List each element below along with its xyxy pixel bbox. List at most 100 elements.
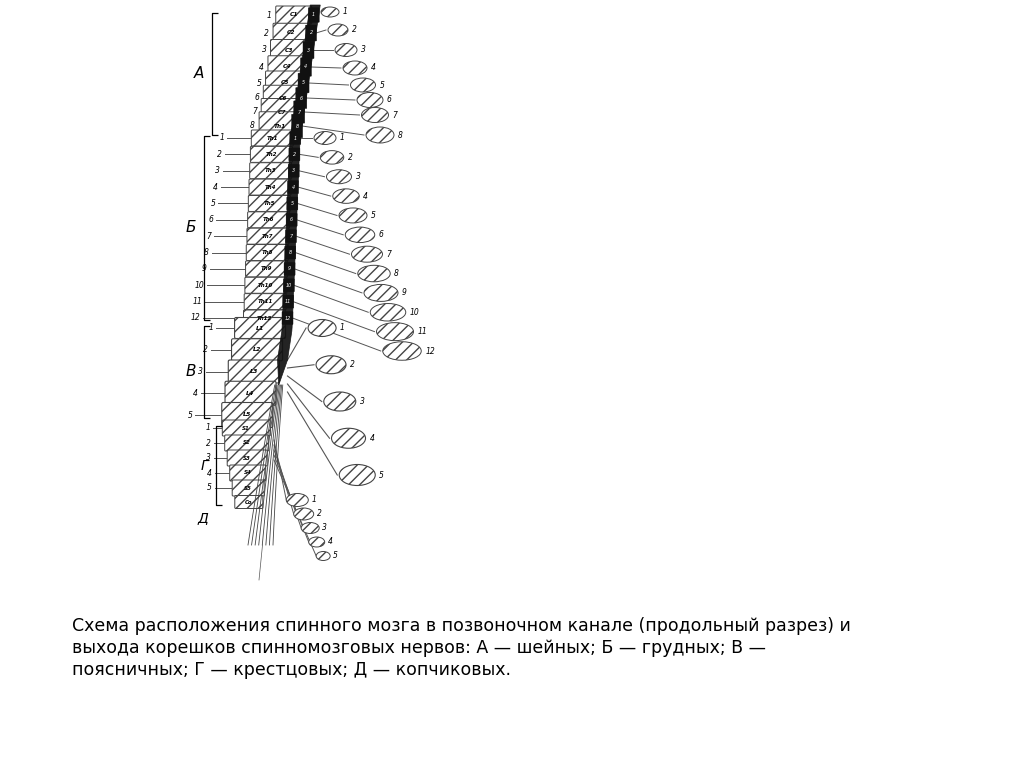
Text: C3: C3 bbox=[285, 48, 294, 52]
Text: 4: 4 bbox=[304, 64, 307, 70]
Ellipse shape bbox=[324, 392, 355, 411]
Text: 3: 3 bbox=[307, 48, 310, 52]
Text: 9: 9 bbox=[288, 266, 291, 272]
Text: Б: Б bbox=[185, 220, 196, 235]
Text: C5: C5 bbox=[281, 81, 290, 85]
Text: Th3: Th3 bbox=[265, 168, 276, 173]
Text: L5: L5 bbox=[243, 413, 252, 417]
FancyBboxPatch shape bbox=[296, 87, 307, 108]
Text: 2: 2 bbox=[348, 153, 352, 162]
Text: Co: Co bbox=[245, 499, 253, 505]
Text: 3: 3 bbox=[323, 524, 327, 532]
Text: Th12: Th12 bbox=[257, 315, 272, 321]
FancyBboxPatch shape bbox=[244, 310, 286, 326]
Text: S2: S2 bbox=[243, 440, 251, 446]
Text: 2: 2 bbox=[352, 25, 357, 35]
Text: 2: 2 bbox=[206, 439, 211, 447]
FancyBboxPatch shape bbox=[246, 261, 288, 277]
FancyBboxPatch shape bbox=[275, 6, 311, 24]
FancyBboxPatch shape bbox=[305, 25, 316, 41]
Text: 11: 11 bbox=[193, 297, 202, 306]
Ellipse shape bbox=[357, 265, 390, 281]
Text: 8: 8 bbox=[296, 123, 299, 129]
Text: 1: 1 bbox=[340, 133, 345, 143]
Text: 6: 6 bbox=[387, 96, 392, 104]
Ellipse shape bbox=[316, 356, 346, 374]
FancyBboxPatch shape bbox=[298, 73, 309, 93]
Ellipse shape bbox=[366, 127, 394, 143]
Text: 6: 6 bbox=[290, 217, 293, 222]
Ellipse shape bbox=[301, 522, 319, 534]
FancyBboxPatch shape bbox=[224, 435, 268, 451]
Text: 2: 2 bbox=[217, 150, 222, 159]
FancyBboxPatch shape bbox=[265, 71, 305, 95]
Ellipse shape bbox=[287, 493, 308, 506]
FancyBboxPatch shape bbox=[234, 318, 286, 338]
Ellipse shape bbox=[377, 323, 414, 341]
Text: Th10: Th10 bbox=[258, 283, 273, 288]
Text: S4: S4 bbox=[244, 470, 252, 476]
Text: 7: 7 bbox=[386, 250, 391, 258]
Text: 6: 6 bbox=[300, 96, 303, 100]
Ellipse shape bbox=[364, 285, 398, 301]
Text: 7: 7 bbox=[290, 234, 293, 239]
FancyBboxPatch shape bbox=[287, 197, 298, 210]
FancyBboxPatch shape bbox=[288, 164, 299, 177]
FancyBboxPatch shape bbox=[259, 112, 301, 140]
Text: 2: 2 bbox=[309, 31, 312, 35]
FancyBboxPatch shape bbox=[251, 130, 293, 146]
Text: 1: 1 bbox=[294, 136, 297, 140]
Ellipse shape bbox=[321, 150, 344, 164]
FancyBboxPatch shape bbox=[232, 480, 264, 496]
Text: 8: 8 bbox=[250, 121, 255, 130]
Ellipse shape bbox=[294, 508, 313, 520]
Ellipse shape bbox=[332, 428, 366, 448]
Text: Th4: Th4 bbox=[264, 185, 275, 189]
Text: 1: 1 bbox=[311, 495, 316, 505]
Text: S3: S3 bbox=[244, 456, 251, 460]
FancyBboxPatch shape bbox=[245, 278, 287, 293]
Text: 5: 5 bbox=[187, 410, 193, 420]
Text: Th5: Th5 bbox=[263, 201, 275, 206]
FancyBboxPatch shape bbox=[290, 132, 301, 144]
FancyBboxPatch shape bbox=[284, 279, 294, 291]
Text: 5: 5 bbox=[379, 470, 384, 479]
Text: 3: 3 bbox=[359, 397, 365, 406]
Text: 7: 7 bbox=[392, 110, 397, 120]
Text: 2: 2 bbox=[203, 345, 208, 354]
Text: L4: L4 bbox=[247, 390, 255, 396]
Text: 7: 7 bbox=[206, 232, 211, 241]
Ellipse shape bbox=[308, 320, 336, 337]
Text: Th8: Th8 bbox=[261, 250, 273, 255]
FancyBboxPatch shape bbox=[282, 311, 293, 324]
Text: 2: 2 bbox=[264, 28, 269, 38]
Text: 6: 6 bbox=[379, 230, 384, 239]
Text: 5: 5 bbox=[371, 211, 376, 220]
FancyBboxPatch shape bbox=[250, 163, 292, 179]
Text: Схема расположения спинного мозга в позвоночном канале (продольный разрез) и: Схема расположения спинного мозга в позв… bbox=[72, 617, 851, 635]
Text: 6: 6 bbox=[208, 216, 213, 224]
FancyBboxPatch shape bbox=[273, 23, 310, 43]
Ellipse shape bbox=[383, 342, 421, 360]
Text: 8: 8 bbox=[398, 130, 402, 140]
FancyBboxPatch shape bbox=[231, 339, 283, 360]
Text: 10: 10 bbox=[410, 308, 420, 317]
FancyBboxPatch shape bbox=[263, 85, 303, 110]
Text: 8: 8 bbox=[289, 250, 292, 255]
FancyBboxPatch shape bbox=[270, 39, 308, 61]
Text: 3: 3 bbox=[215, 166, 220, 175]
Text: Th7: Th7 bbox=[262, 234, 273, 239]
Text: 4: 4 bbox=[328, 538, 333, 547]
Text: 5: 5 bbox=[257, 78, 261, 87]
Text: 2: 2 bbox=[316, 509, 322, 518]
FancyBboxPatch shape bbox=[249, 196, 291, 212]
FancyBboxPatch shape bbox=[244, 294, 286, 310]
Ellipse shape bbox=[357, 93, 383, 107]
FancyBboxPatch shape bbox=[248, 212, 290, 228]
Text: C2: C2 bbox=[287, 31, 296, 35]
Text: 6: 6 bbox=[254, 94, 259, 103]
FancyBboxPatch shape bbox=[292, 114, 303, 138]
Text: 5: 5 bbox=[302, 81, 305, 85]
Ellipse shape bbox=[316, 551, 330, 561]
Text: 5: 5 bbox=[333, 551, 338, 561]
